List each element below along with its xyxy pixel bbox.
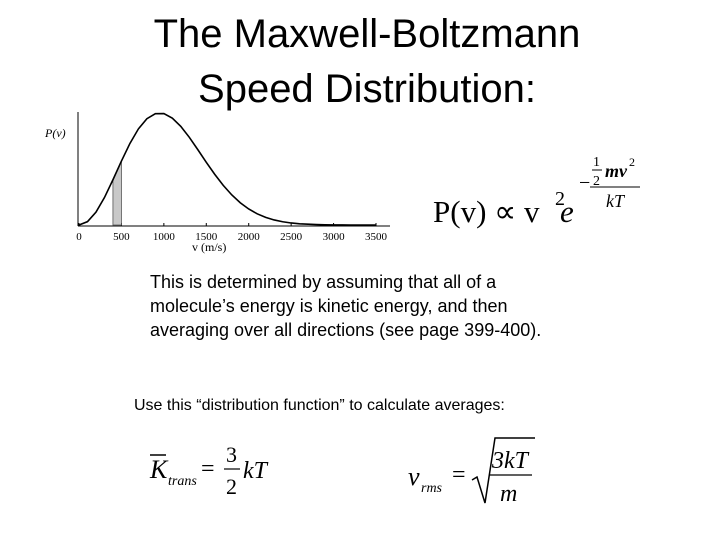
eq-coef-num: 1 bbox=[593, 155, 600, 170]
eq-equals: = bbox=[452, 462, 466, 488]
title-line: The Maxwell-Boltzmann bbox=[154, 12, 581, 56]
paragraph-line: This is determined by assuming that all … bbox=[150, 272, 497, 292]
x-tick-label: 2500 bbox=[280, 231, 303, 243]
curve bbox=[78, 112, 376, 226]
eq-coef-den: 2 bbox=[593, 174, 600, 189]
x-tick-label: 1500 bbox=[195, 231, 218, 243]
paragraph-line: molecule’s energy is kinetic energy, and… bbox=[150, 296, 508, 316]
paragraph-line: averaging over all directions (see page … bbox=[150, 320, 541, 340]
title-line: Speed Distribution: bbox=[198, 67, 536, 111]
x-tick-label: 3000 bbox=[323, 231, 346, 243]
eq-symbol: v bbox=[408, 462, 420, 491]
x-tick-label: 2000 bbox=[238, 231, 261, 243]
eq-sign: − bbox=[579, 172, 590, 194]
eq-num: 3 bbox=[226, 442, 237, 467]
eq-num: 3kT bbox=[491, 448, 530, 474]
eq-symbol: K bbox=[149, 455, 169, 484]
x-axis-label: v (m/s) bbox=[192, 240, 226, 254]
eq-num: mv bbox=[605, 161, 628, 181]
eq-den: 2 bbox=[226, 474, 237, 499]
eq-subscript: trans bbox=[168, 474, 197, 489]
eq-subscript: rms bbox=[421, 481, 443, 496]
sqrt-sign bbox=[471, 437, 535, 504]
eq-equals: = bbox=[201, 456, 215, 482]
eq-rest: kT bbox=[243, 458, 269, 484]
eq-num-power: 2 bbox=[629, 155, 635, 169]
eq-lhs: P(v) ∝ v bbox=[433, 194, 540, 229]
y-axis-label: P(v) bbox=[44, 126, 66, 140]
eq-den: kT bbox=[606, 191, 626, 211]
eq-power: 2 bbox=[555, 188, 565, 210]
eq-den: m bbox=[500, 481, 517, 507]
instruction: Use this “distribution function” to calc… bbox=[134, 397, 505, 414]
x-tick-label: 0 bbox=[76, 231, 82, 243]
x-tick-label: 1000 bbox=[153, 231, 176, 243]
eq-base: e bbox=[560, 194, 574, 229]
x-tick-label: 3500 bbox=[365, 231, 388, 243]
x-tick-label: 500 bbox=[113, 231, 130, 243]
